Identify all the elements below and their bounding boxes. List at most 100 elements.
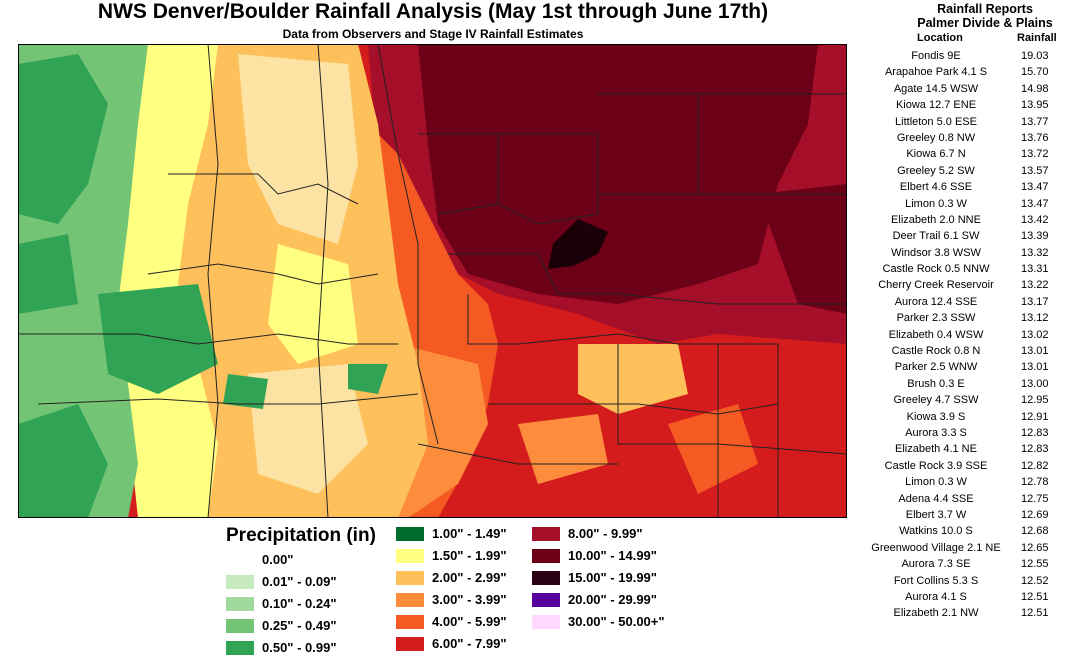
report-rainfall: 12.75 — [1021, 492, 1049, 505]
report-rainfall: 13.47 — [1021, 181, 1049, 194]
legend-label: 20.00" - 29.99" — [568, 592, 657, 607]
report-rainfall: 19.03 — [1021, 50, 1049, 62]
report-location: Limon 0.3 W — [905, 197, 967, 210]
report-row: Deer Trail 6.1 SW 13.39 — [865, 228, 1085, 244]
report-location: Kiowa 12.7 ENE — [895, 99, 977, 112]
report-row: Castle Rock 3.9 SSE 12.82 — [865, 458, 1085, 474]
report-location: Parker 2.5 WNW — [894, 361, 978, 374]
report-row: Greenwood Village 2.1 NE 12.65 — [865, 540, 1085, 556]
reports-subheading: Palmer Divide & Plains — [917, 16, 1053, 30]
report-row: Parker 2.5 WNW 13.01 — [865, 359, 1085, 375]
legend-label: 1.50" - 1.99" — [432, 548, 507, 563]
rainfall-reports-panel: Rainfall Reports Palmer Divide & Plains … — [865, 2, 1085, 622]
report-row: Aurora 4.1 S 12.51 — [865, 589, 1085, 605]
legend-label: 2.00" - 2.99" — [432, 570, 507, 585]
report-location: Castle Rock 0.5 NNW — [882, 263, 990, 276]
legend-swatch — [532, 615, 560, 629]
report-location: Limon 0.3 W — [905, 476, 967, 489]
report-location: Agate 14.5 WSW — [893, 82, 979, 95]
report-row: Watkins 10.0 S 12.68 — [865, 523, 1085, 539]
report-location: Aurora 3.3 S — [905, 426, 967, 439]
legend-swatch — [396, 549, 424, 563]
report-rainfall: 12.83 — [1021, 443, 1049, 456]
map-title: NWS Denver/Boulder Rainfall Analysis (Ma… — [97, 0, 769, 23]
report-location: Elizabeth 2.1 NW — [893, 607, 979, 620]
rainfall-map-graphic — [18, 44, 847, 518]
report-location: Greenwood Village 2.1 NE — [871, 541, 1001, 554]
legend-label: 10.00" - 14.99" — [568, 548, 657, 563]
report-location: Brush 0.3 E — [907, 377, 965, 390]
report-location: Littleton 5.0 ESE — [895, 115, 977, 128]
report-rainfall: 13.32 — [1021, 246, 1049, 259]
report-location: Aurora 12.4 SSE — [894, 295, 978, 308]
report-location: Greeley 4.7 SSW — [893, 394, 979, 407]
legend-label: 6.00" - 7.99" — [432, 636, 507, 651]
report-rainfall: 12.83 — [1021, 426, 1049, 439]
report-rainfall: 13.47 — [1021, 197, 1049, 210]
report-rainfall: 12.69 — [1021, 508, 1049, 521]
report-row: Fort Collins 5.3 S 12.52 — [865, 573, 1085, 589]
report-location: Adena 4.4 SSE — [898, 492, 974, 505]
report-row: Elbert 4.6 SSE 13.47 — [865, 179, 1085, 195]
legend-label: 3.00" - 3.99" — [432, 592, 507, 607]
legend-label: 8.00" - 9.99" — [568, 526, 643, 541]
legend-swatch — [226, 641, 254, 655]
report-location: Cherry Creek Reservoir — [878, 279, 994, 292]
report-rainfall: 13.39 — [1021, 230, 1049, 243]
report-rainfall: 14.98 — [1021, 82, 1049, 95]
legend-swatch — [532, 593, 560, 607]
report-row: Elizabeth 2.1 NW 12.51 — [865, 605, 1085, 621]
report-rainfall: 13.31 — [1021, 263, 1049, 276]
report-rainfall: 12.82 — [1021, 459, 1049, 472]
report-location: Arapahoe Park 4.1 S — [884, 66, 988, 79]
report-row: Fondis 9E 19.03 — [865, 48, 1085, 64]
report-rainfall: 12.68 — [1021, 525, 1049, 538]
legend-swatch — [226, 553, 254, 567]
report-rainfall: 13.00 — [1021, 377, 1049, 390]
report-rainfall: 13.72 — [1021, 148, 1049, 161]
legend-swatch — [532, 571, 560, 585]
report-row: Castle Rock 0.8 N 13.01 — [865, 343, 1085, 359]
legend-label: 4.00" - 5.99" — [432, 614, 507, 629]
report-rainfall: 13.01 — [1021, 345, 1049, 358]
report-row: Littleton 5.0 ESE 13.77 — [865, 114, 1085, 130]
report-row: Cherry Creek Reservoir 13.22 — [865, 277, 1085, 293]
report-rainfall: 12.51 — [1021, 590, 1049, 603]
report-location: Watkins 10.0 S — [899, 525, 973, 538]
report-location: Kiowa 6.7 N — [906, 148, 966, 161]
report-rainfall: 12.91 — [1021, 410, 1049, 423]
report-location: Kiowa 3.9 S — [906, 410, 966, 423]
report-row: Adena 4.4 SSE 12.75 — [865, 491, 1085, 507]
reports-column-headers: Location Rainfall — [865, 32, 1085, 48]
rainfall-map — [18, 44, 847, 518]
report-location: Greeley 5.2 SW — [897, 164, 975, 177]
report-rainfall: 12.95 — [1021, 394, 1049, 407]
report-rainfall: 12.78 — [1021, 476, 1049, 489]
report-row: Agate 14.5 WSW 14.98 — [865, 81, 1085, 97]
report-rainfall: 12.55 — [1021, 558, 1049, 571]
report-location: Aurora 7.3 SE — [901, 558, 971, 571]
legend-label: 0.00" — [262, 552, 294, 567]
reports-heading: Rainfall Reports — [937, 2, 1033, 16]
report-rainfall: 12.65 — [1021, 541, 1049, 554]
report-location: Windsor 3.8 WSW — [891, 246, 981, 259]
report-location: Parker 2.3 SSW — [896, 312, 976, 325]
report-location: Fort Collins 5.3 S — [893, 574, 979, 587]
report-row: Aurora 12.4 SSE 13.17 — [865, 294, 1085, 310]
legend-label: 15.00" - 19.99" — [568, 570, 657, 585]
report-location: Aurora 4.1 S — [905, 590, 967, 603]
legend-swatch — [226, 575, 254, 589]
report-row: Greeley 4.7 SSW 12.95 — [865, 392, 1085, 408]
report-location: Elizabeth 2.0 NNE — [891, 213, 981, 226]
report-row: Aurora 3.3 S 12.83 — [865, 425, 1085, 441]
report-rainfall: 13.17 — [1021, 295, 1049, 308]
location-column-header: Location — [917, 32, 963, 44]
report-rainfall: 13.95 — [1021, 99, 1049, 112]
report-rainfall: 15.70 — [1021, 66, 1049, 79]
report-location: Castle Rock 3.9 SSE — [884, 459, 988, 472]
legend-swatch — [396, 527, 424, 541]
report-row: Kiowa 6.7 N 13.72 — [865, 146, 1085, 162]
legend-swatch — [396, 593, 424, 607]
legend-label: 30.00" - 50.00+" — [568, 614, 665, 629]
legend-label: 0.25" - 0.49" — [262, 618, 337, 633]
